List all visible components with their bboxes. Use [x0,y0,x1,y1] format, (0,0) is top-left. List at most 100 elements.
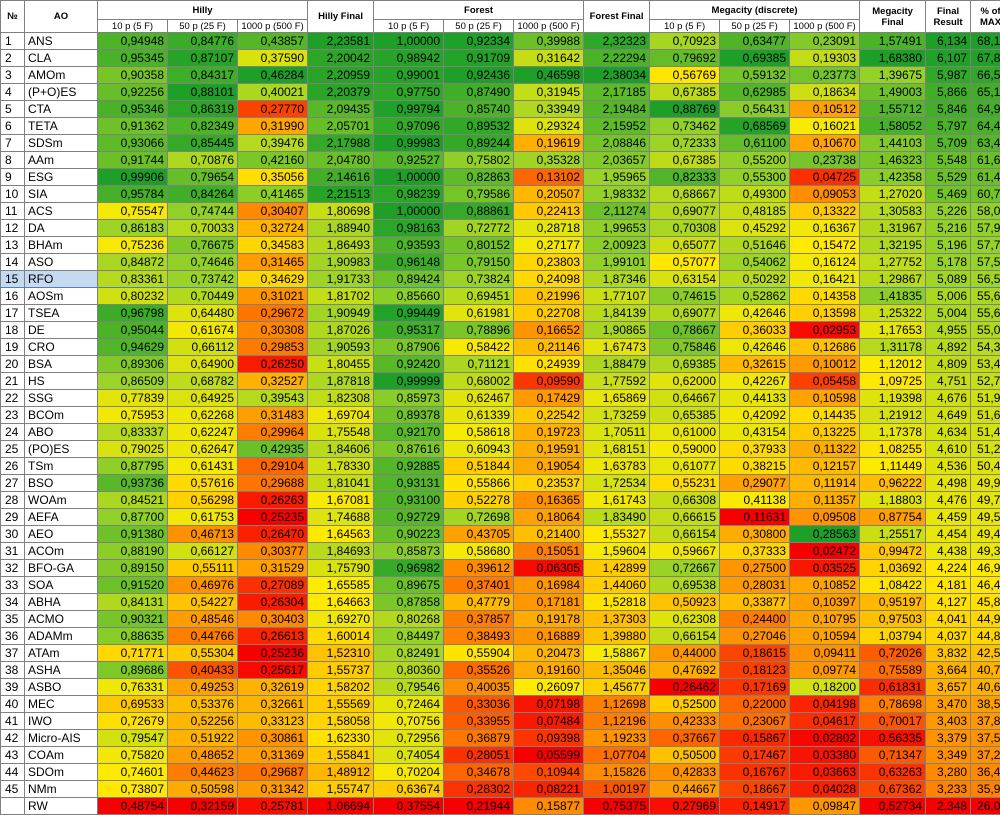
cell-f50[interactable]: 0,58422 [444,339,514,356]
cell-f10[interactable]: 0,82491 [374,645,444,662]
cell-m10[interactable]: 0,74615 [650,288,720,305]
cell-m1000[interactable]: 0,10795 [790,611,860,628]
row-number[interactable]: 29 [1,509,25,526]
cell-h1000[interactable]: 0,35056 [238,169,308,186]
cell-m1000[interactable]: 0,12157 [790,458,860,475]
cell-m1000[interactable]: 0,15472 [790,237,860,254]
cell-f10[interactable]: 0,63674 [374,781,444,798]
cell-m1000[interactable]: 0,09411 [790,645,860,662]
cell-h50[interactable]: 0,49253 [168,679,238,696]
cell-hf[interactable]: 1,80455 [308,356,374,373]
algorithm-name[interactable]: SOA [25,577,98,594]
cell-fr[interactable]: 3,233 [926,781,971,798]
cell-m1000[interactable]: 0,13322 [790,203,860,220]
cell-m50[interactable]: 0,62985 [720,84,790,101]
cell-f50[interactable]: 0,37857 [444,611,514,628]
cell-f1000[interactable]: 0,07484 [514,713,584,730]
cell-h10[interactable]: 0,75953 [98,407,168,424]
cell-ff[interactable]: 2,08846 [584,135,650,152]
cell-mf[interactable]: 0,70017 [860,713,926,730]
cell-ff[interactable]: 1,52818 [584,594,650,611]
cell-f1000[interactable]: 0,19178 [514,611,584,628]
algorithm-name[interactable]: NMm [25,781,98,798]
cell-f50[interactable]: 0,72772 [444,220,514,237]
cell-m10[interactable]: 0,67385 [650,84,720,101]
cell-f10[interactable]: 0,98163 [374,220,444,237]
cell-f50[interactable]: 0,73824 [444,271,514,288]
row-number[interactable]: 39 [1,679,25,696]
cell-f1000[interactable]: 0,06305 [514,560,584,577]
cell-f50[interactable]: 0,21944 [444,798,514,815]
algorithm-name[interactable]: AEFA [25,509,98,526]
cell-f1000[interactable]: 0,22413 [514,203,584,220]
cell-pct[interactable]: 64,41 [971,118,1000,135]
cell-pct[interactable]: 45,85 [971,594,1000,611]
cell-f50[interactable]: 0,78896 [444,322,514,339]
cell-f50[interactable]: 0,61981 [444,305,514,322]
cell-h1000[interactable]: 0,37590 [238,50,308,67]
row-number[interactable]: 5 [1,101,25,118]
cell-f10[interactable]: 1,00000 [374,33,444,50]
cell-f50[interactable]: 0,87490 [444,84,514,101]
cell-f1000[interactable]: 0,16889 [514,628,584,645]
row-number[interactable]: 31 [1,543,25,560]
cell-f50[interactable]: 0,47779 [444,594,514,611]
row-number[interactable]: 44 [1,764,25,781]
cell-h1000[interactable]: 0,29687 [238,764,308,781]
cell-f10[interactable]: 0,72956 [374,730,444,747]
cell-ff[interactable]: 1,12196 [584,713,650,730]
cell-pct[interactable]: 61,64 [971,152,1000,169]
cell-ff[interactable]: 1,39880 [584,628,650,645]
cell-m50[interactable]: 0,36033 [720,322,790,339]
cell-f1000[interactable]: 0,16365 [514,492,584,509]
cell-m1000[interactable]: 0,18200 [790,679,860,696]
cell-pct[interactable]: 37,54 [971,730,1000,747]
cell-h50[interactable]: 0,74646 [168,254,238,271]
cell-hf[interactable]: 2,20379 [308,84,374,101]
cell-hf[interactable]: 2,14616 [308,169,374,186]
cell-fr[interactable]: 4,127 [926,594,971,611]
cell-ff[interactable]: 1,70511 [584,424,650,441]
cell-h10[interactable]: 0,48754 [98,798,168,815]
cell-m1000[interactable]: 0,16021 [790,118,860,135]
cell-hf[interactable]: 1,55841 [308,747,374,764]
cell-f10[interactable]: 0,99794 [374,101,444,118]
cell-f10[interactable]: 0,70204 [374,764,444,781]
row-number[interactable]: 20 [1,356,25,373]
cell-ff[interactable]: 1,68151 [584,441,650,458]
cell-m50[interactable]: 0,27500 [720,560,790,577]
algorithm-name[interactable]: BHAm [25,237,98,254]
cell-f50[interactable]: 0,89244 [444,135,514,152]
cell-h10[interactable]: 0,93066 [98,135,168,152]
cell-h50[interactable]: 0,54227 [168,594,238,611]
cell-mf[interactable]: 1,08422 [860,577,926,594]
cell-hf[interactable]: 1,65585 [308,577,374,594]
cell-m50[interactable]: 0,28031 [720,577,790,594]
row-number[interactable]: 30 [1,526,25,543]
cell-h10[interactable]: 0,91380 [98,526,168,543]
cell-hf[interactable]: 1,58058 [308,713,374,730]
cell-m50[interactable]: 0,55300 [720,169,790,186]
cell-h1000[interactable]: 0,25236 [238,645,308,662]
cell-fr[interactable]: 3,664 [926,662,971,679]
cell-fr[interactable]: 4,955 [926,322,971,339]
cell-ff[interactable]: 2,00923 [584,237,650,254]
row-number[interactable]: 43 [1,747,25,764]
cell-m1000[interactable]: 0,09847 [790,798,860,815]
row-number[interactable]: 23 [1,407,25,424]
cell-f10[interactable]: 0,87858 [374,594,444,611]
cell-h1000[interactable]: 0,42935 [238,441,308,458]
cell-ff[interactable]: 1,87346 [584,271,650,288]
cell-h50[interactable]: 0,57616 [168,475,238,492]
cell-fr[interactable]: 5,006 [926,288,971,305]
cell-f50[interactable]: 0,72698 [444,509,514,526]
cell-ff[interactable]: 2,38034 [584,67,650,84]
algorithm-name[interactable]: ABO [25,424,98,441]
cell-h10[interactable]: 0,91362 [98,118,168,135]
cell-h50[interactable]: 0,87107 [168,50,238,67]
